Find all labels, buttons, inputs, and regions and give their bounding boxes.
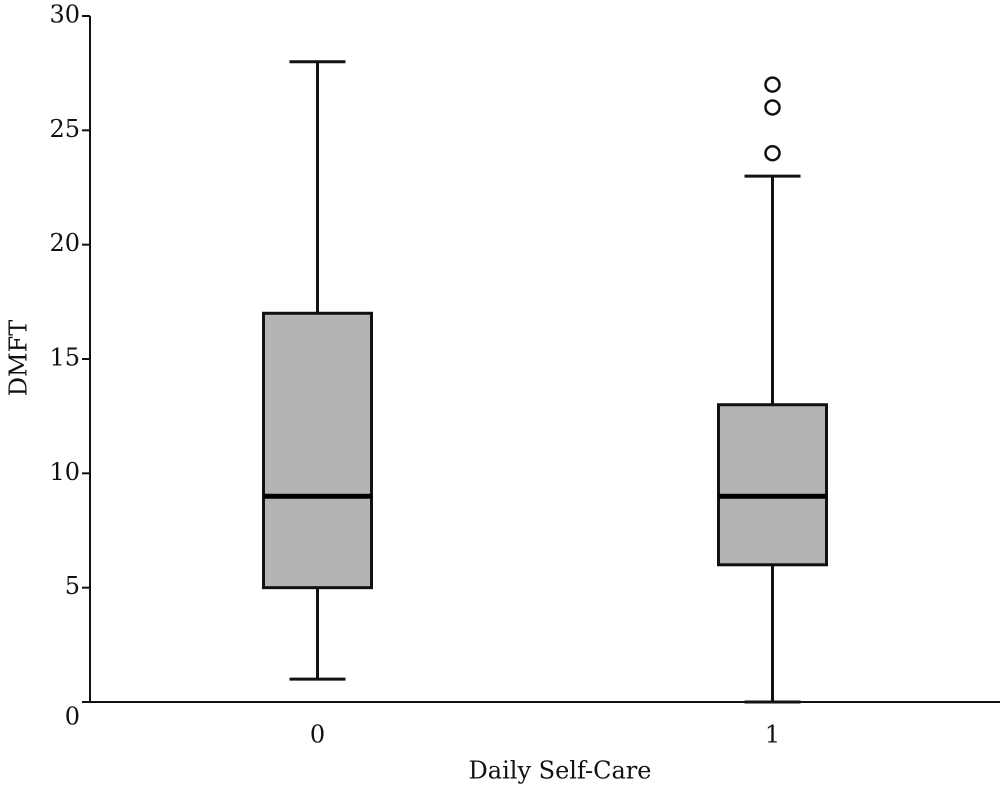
y-tick-label: 5 — [65, 572, 80, 600]
y-tick-label: 0 — [65, 703, 80, 731]
y-tick-label: 25 — [49, 115, 80, 143]
x-axis-label: Daily Self-Care — [469, 757, 652, 785]
x-tick-label: 1 — [765, 721, 780, 749]
outlier — [764, 99, 781, 116]
outlier — [764, 76, 781, 93]
y-tick-label: 10 — [49, 458, 80, 486]
x-tick-label: 0 — [310, 721, 325, 749]
box — [717, 403, 828, 567]
y-axis-label: DMFT — [5, 320, 33, 396]
box — [262, 311, 373, 590]
y-tick-label: 20 — [49, 229, 80, 257]
y-tick-label: 15 — [49, 344, 80, 372]
y-tick-label: 30 — [49, 1, 80, 29]
outlier — [764, 144, 781, 162]
